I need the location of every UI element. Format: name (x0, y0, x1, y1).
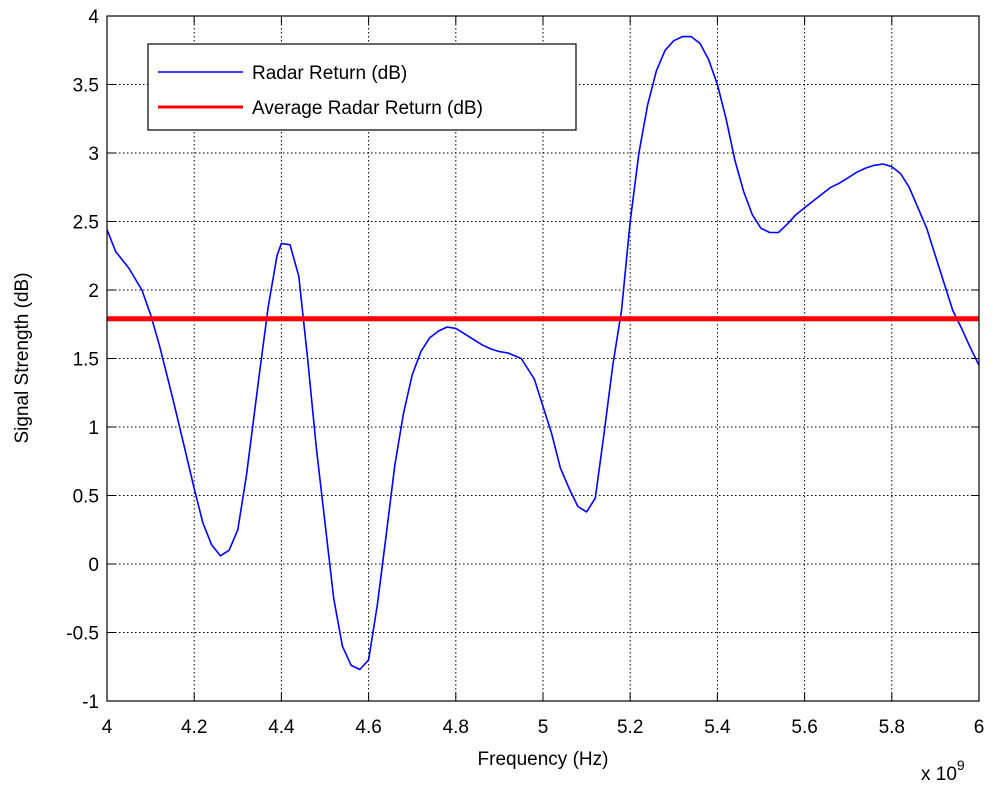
y-tick-label: 0.5 (73, 487, 99, 508)
y-tick-label: 1 (88, 418, 99, 439)
legend-label-radar-return: Radar Return (dB) (252, 63, 407, 84)
x-tick-label: 4.4 (268, 717, 295, 738)
y-tick-label: 3 (88, 144, 99, 165)
x-axis-exponent-base: x 10 (921, 764, 957, 785)
x-tick-label: 4 (102, 717, 113, 738)
x-axis-exponent: x 109 (921, 757, 965, 785)
x-tick-label: 4.8 (443, 717, 469, 738)
x-tick-label: 5.2 (617, 717, 643, 738)
x-tick-label: 5.4 (704, 717, 731, 738)
x-axis-label: Frequency (Hz) (478, 749, 609, 770)
y-tick-label: 1.5 (73, 350, 99, 371)
y-tick-label: 2.5 (73, 213, 99, 234)
x-tick-label: 5 (538, 717, 549, 738)
legend-box (147, 43, 577, 131)
legend-label-average-radar-return: Average Radar Return (dB) (252, 98, 483, 119)
radar-return-line (106, 35, 980, 671)
y-tick-label: 3.5 (73, 76, 99, 97)
axis-ticks (106, 15, 980, 702)
y-tick-label: 0 (88, 555, 99, 576)
y-tick-label: 4 (88, 7, 99, 28)
x-tick-label: 5.6 (791, 717, 817, 738)
y-axis-label: Signal Strength (dB) (12, 272, 33, 443)
y-tick-label: -1 (82, 692, 99, 713)
y-tick-label: -0.5 (66, 624, 99, 645)
y-axis-tick-labels: -1 -0.5 0 0.5 1 1.5 2 2.5 3 3.5 4 (66, 7, 99, 713)
x-tick-label: 6 (974, 717, 985, 738)
x-axis-tick-labels: 4 4.2 4.4 4.6 4.8 5 5.2 5.4 5.6 5.8 6 (102, 717, 985, 738)
y-tick-label: 2 (88, 281, 99, 302)
x-tick-label: 4.2 (181, 717, 207, 738)
series-layer (106, 35, 980, 671)
x-tick-label: 4.6 (355, 717, 381, 738)
x-axis-exponent-power: 9 (957, 757, 965, 773)
x-tick-label: 5.8 (879, 717, 905, 738)
legend: Radar Return (dB) Average Radar Return (… (147, 43, 577, 131)
